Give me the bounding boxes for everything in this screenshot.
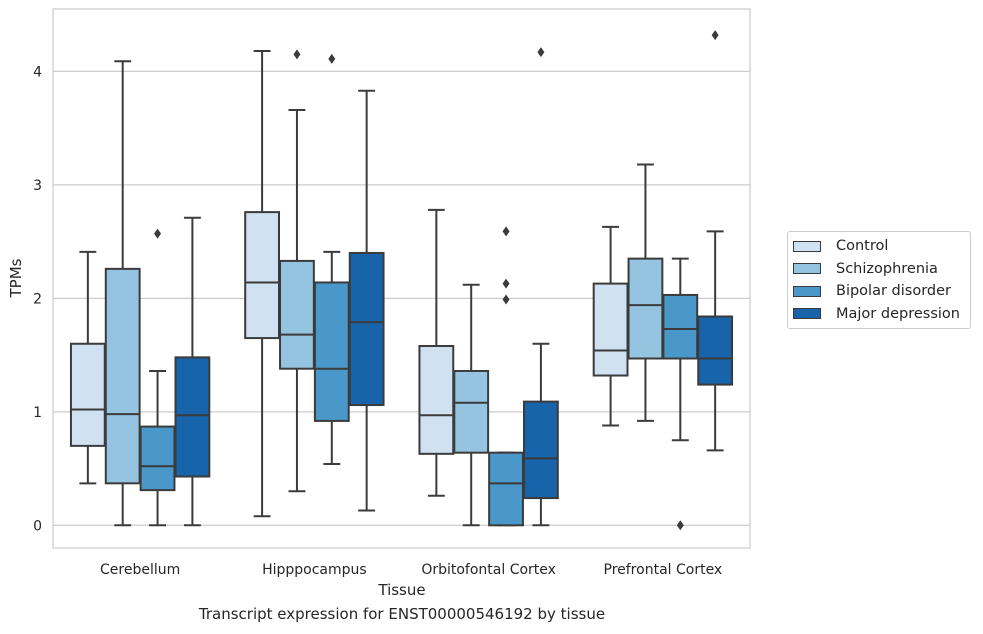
x-tick-label-1: Hipppocampus [262, 562, 367, 578]
box-1-0 [244, 49, 281, 518]
x-tick-label-3: Prefrontal Cortex [604, 562, 723, 578]
outlier-0 [502, 294, 510, 305]
box-body [313, 281, 350, 422]
legend-label: Bipolar disorder [836, 283, 951, 300]
box-body [104, 267, 141, 485]
y-tick-label-1: 1 [33, 405, 42, 421]
box-body [418, 345, 455, 455]
legend-item-2: Bipolar disorder [788, 280, 970, 303]
box-body [244, 211, 281, 340]
x-tick-label-0: Cerebellum [100, 562, 180, 578]
x-axis-label: Tissue [377, 581, 425, 599]
box-1-1 [279, 49, 315, 493]
x-tick-label-2: Orbitofontal Cortex [421, 562, 556, 578]
box-2-0 [418, 208, 455, 497]
box-body [348, 251, 385, 407]
box-3-3 [697, 30, 734, 452]
legend-label: Control [836, 238, 889, 255]
box-body [174, 356, 211, 478]
outlier-0 [676, 520, 684, 531]
y-tick-label-2: 2 [33, 291, 42, 307]
legend-swatch [793, 263, 821, 275]
legend-swatch [793, 240, 821, 252]
legend-swatch [793, 285, 821, 297]
legend-label: Major depression [836, 305, 960, 322]
outlier-0 [537, 47, 545, 58]
outlier-0 [328, 53, 336, 64]
y-tick-label-4: 4 [33, 64, 42, 80]
legend-item-3: Major depression [788, 303, 970, 326]
box-3-1 [627, 163, 664, 422]
box-0-2 [139, 228, 176, 527]
x-tick-labels: Cerebellum Hipppocampus Orbitofontal Corte… [100, 562, 722, 578]
y-tick-labels: 0 1 2 3 4 [33, 64, 42, 534]
y-tick-label-0: 0 [33, 518, 42, 534]
y-axis-label: TPMs [7, 258, 25, 298]
box-2-2 [488, 226, 524, 527]
y-tick-label-3: 3 [33, 178, 42, 194]
box-body [522, 400, 559, 500]
legend-label: Schizophrenia [836, 260, 938, 277]
box-body [69, 342, 106, 447]
box-3-2 [662, 257, 699, 531]
outlier-0 [154, 228, 162, 239]
box-body [592, 282, 629, 377]
chart-caption: Transcript expression for ENST0000054619… [198, 605, 606, 623]
outlier-2 [502, 226, 510, 237]
outlier-0 [293, 49, 301, 60]
legend-swatch [793, 308, 821, 320]
box-0-3 [174, 216, 211, 527]
plot-frame [52, 8, 751, 549]
box-0-0 [69, 250, 106, 485]
box-body [488, 451, 524, 527]
box-body [627, 257, 664, 360]
box-body [453, 369, 490, 454]
box-body [662, 293, 699, 360]
outlier-0 [711, 30, 719, 41]
box-body [697, 315, 734, 386]
legend: Control Schizophrenia Bipolar disorder Majo… [787, 231, 971, 329]
box-2-1 [453, 283, 490, 527]
box-body [279, 259, 315, 370]
box-3-0 [592, 225, 629, 427]
box-2-3 [522, 47, 559, 527]
legend-item-0: Control [788, 235, 970, 258]
legend-item-1: Schizophrenia [788, 258, 970, 281]
outlier-1 [502, 278, 510, 289]
box-1-2 [313, 53, 350, 466]
box-body [139, 425, 176, 492]
box-0-1 [104, 60, 141, 527]
box-1-3 [348, 89, 385, 512]
box-layer [69, 30, 734, 531]
